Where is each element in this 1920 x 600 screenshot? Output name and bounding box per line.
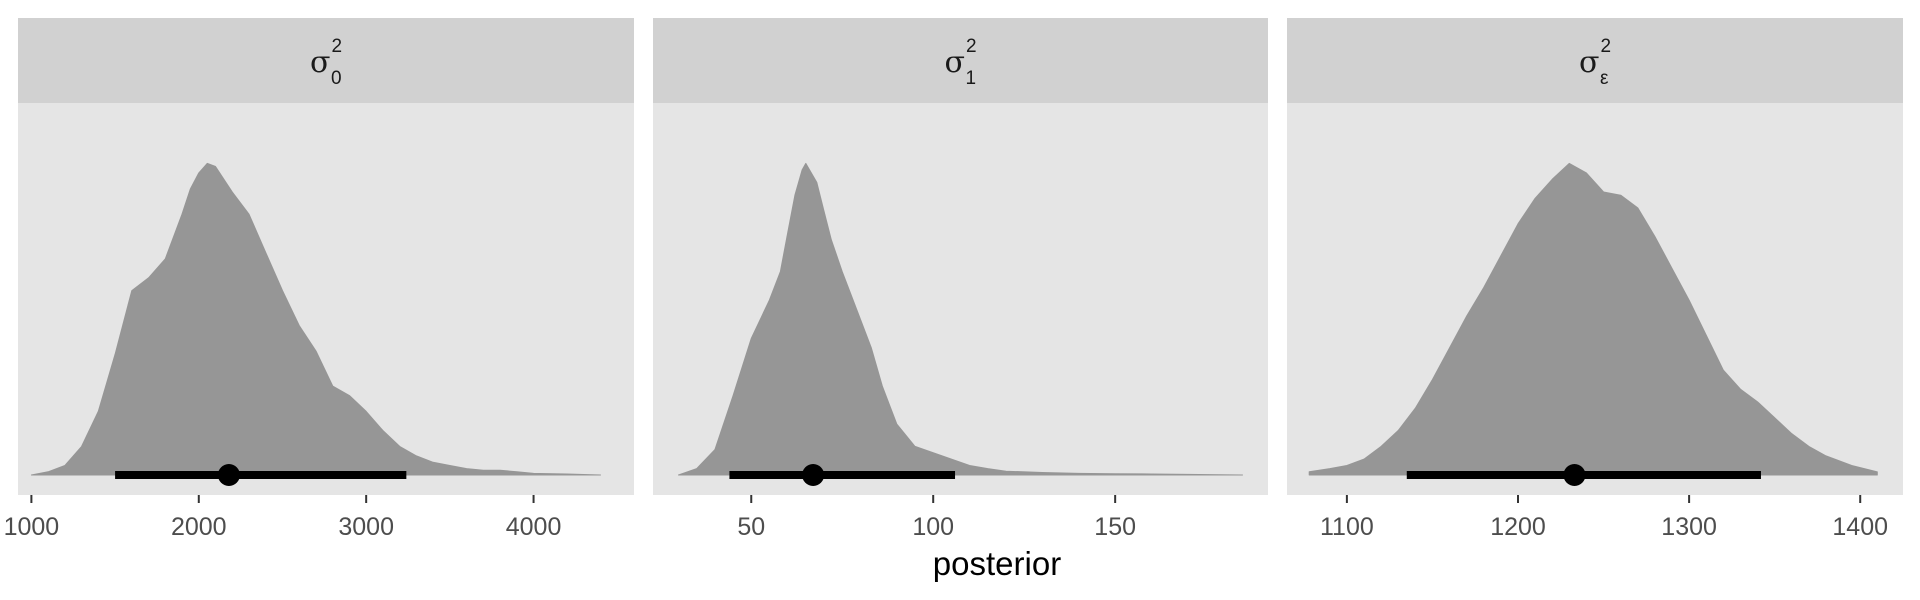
facet-strip xyxy=(653,18,1268,103)
facet-strip xyxy=(18,18,634,103)
facet-strip-label: σ2 0 xyxy=(310,36,342,89)
strip-symbol: σ xyxy=(310,45,330,80)
strip-subscript: ε xyxy=(1600,68,1609,89)
density-area xyxy=(678,162,1243,476)
x-tick-label: 100 xyxy=(912,513,954,541)
facet-strip-label: σ2 ε xyxy=(1579,36,1611,89)
strip-symbol: σ xyxy=(944,45,964,80)
strip-symbol: σ xyxy=(1579,45,1599,80)
facet-strip-label: σ2 1 xyxy=(944,36,976,89)
facet-panel: σ2 ε 1100 1200 1300 1400 xyxy=(1287,18,1903,541)
x-tick-label: 2000 xyxy=(171,513,227,541)
x-axis-title: posterior xyxy=(933,545,1061,582)
facet-panel: σ2 0 1000 2000 3000 4000 xyxy=(4,18,634,541)
point-estimate xyxy=(1563,464,1586,486)
x-tick-label: 1000 xyxy=(4,513,60,541)
point-estimate xyxy=(802,464,825,486)
density-area xyxy=(30,162,601,476)
strip-superscript: 2 xyxy=(331,36,342,57)
x-tick-label: 1100 xyxy=(1320,513,1374,541)
strip-superscript: 2 xyxy=(1600,36,1611,57)
x-tick-label: 150 xyxy=(1094,513,1136,541)
strip-subscript: 0 xyxy=(331,68,342,89)
point-estimate xyxy=(217,464,240,486)
density-area xyxy=(1308,162,1878,476)
x-tick-label: 1300 xyxy=(1661,513,1717,541)
facet-strip xyxy=(1287,18,1903,103)
x-tick-label: 1400 xyxy=(1832,513,1888,541)
strip-subscript: 1 xyxy=(966,68,977,89)
x-tick-label: 1200 xyxy=(1490,513,1546,541)
x-tick-label: 3000 xyxy=(338,513,394,541)
facet-panel: σ2 150 100 150 xyxy=(653,18,1268,541)
x-tick-label: 4000 xyxy=(506,513,562,541)
strip-superscript: 2 xyxy=(966,36,977,57)
x-tick-label: 50 xyxy=(737,513,765,541)
